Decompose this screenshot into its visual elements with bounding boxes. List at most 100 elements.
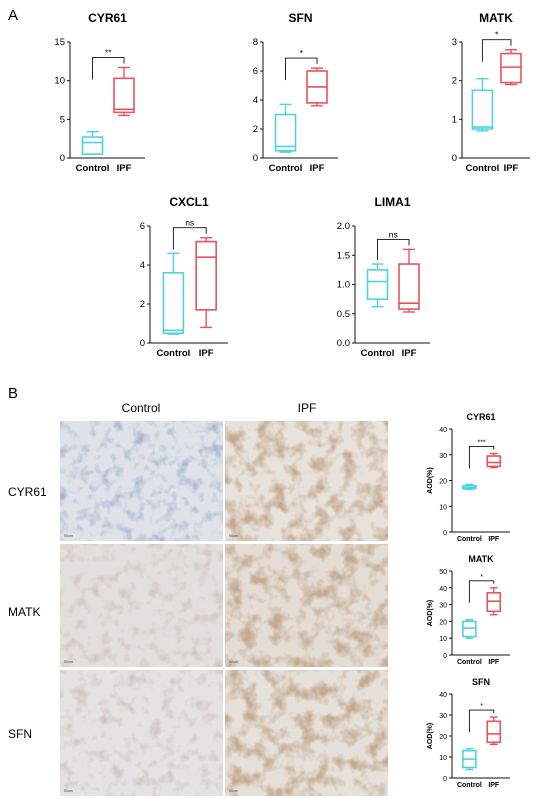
category-label: IPF <box>488 659 500 666</box>
y-tick-label: 6 <box>140 221 145 232</box>
box-control <box>462 483 477 491</box>
y-tick-label: 0.5 <box>337 309 350 320</box>
category-label: IPF <box>199 348 214 359</box>
scale-bar-label: 50um <box>64 660 73 664</box>
significance-label: ns <box>185 218 194 228</box>
category-label: Control <box>361 348 395 359</box>
category-label: IPF <box>402 348 417 359</box>
category-label: Control <box>457 536 482 543</box>
box-control <box>366 263 389 308</box>
category-label: Control <box>457 659 482 666</box>
y-tick-label: 3 <box>452 37 457 48</box>
chart-title: LIMA1 <box>375 195 411 209</box>
y-tick-label: 0 <box>443 653 447 660</box>
y-axis-label: AOD(%) <box>427 723 434 749</box>
y-tick-label: 6 <box>253 66 258 77</box>
scale-bar-label: 50um <box>229 660 238 664</box>
micrograph-sfn-ipf: 50um <box>225 670 388 796</box>
y-axis-label: AOD(%) <box>427 467 434 493</box>
category-label: IPF <box>488 782 500 789</box>
box-control <box>274 103 297 153</box>
chart-title: CYR61 <box>88 11 127 25</box>
box-iqr <box>366 269 389 300</box>
chart-cyr61-5: CYR61 0 10 20 30 40 AOD(%) Control IPF *** <box>427 412 510 543</box>
micrograph-cyr61-control: 50um <box>60 421 223 541</box>
micrograph-cyr61-ipf: 50um <box>225 421 388 541</box>
chart-title: CXCL1 <box>169 195 209 209</box>
significance-bracket: ** <box>92 48 125 80</box>
box-control <box>471 78 494 132</box>
chart-title: SFN <box>289 11 313 25</box>
y-tick-label: 15 <box>54 37 65 48</box>
col-header-ipf: IPF <box>298 401 317 415</box>
chart-title: CYR61 <box>466 412 495 422</box>
box-ipf <box>195 236 217 329</box>
y-tick-label: 30 <box>439 603 447 610</box>
row-label-matk: MATK <box>8 605 40 619</box>
box-ipf <box>398 248 420 313</box>
y-tick-label: 2 <box>140 299 145 310</box>
y-tick-label: 20 <box>439 734 447 741</box>
y-tick-label: 0 <box>443 776 447 783</box>
significance-bracket: * <box>468 574 495 603</box>
category-label: Control <box>157 348 191 359</box>
significance-label: * <box>480 703 483 710</box>
chart-title: MATK <box>468 554 494 564</box>
box-iqr <box>486 455 502 468</box>
scale-bar-label: 50um <box>64 789 73 793</box>
y-tick-label: 10 <box>439 504 447 511</box>
significance-label: ** <box>105 48 112 58</box>
significance-bracket: *** <box>468 439 495 469</box>
y-tick-label: 10 <box>439 636 447 643</box>
box-iqr <box>113 77 135 114</box>
box-iqr <box>486 592 502 613</box>
box-ipf <box>486 452 502 469</box>
y-tick-label: 1 <box>452 114 457 125</box>
y-tick-label: 0 <box>60 153 65 164</box>
significance-bracket: * <box>481 30 512 62</box>
box-iqr <box>486 720 502 744</box>
category-label: Control <box>76 163 110 174</box>
box-control <box>462 747 477 771</box>
y-tick-label: 8 <box>253 37 258 48</box>
box-iqr <box>398 263 420 310</box>
y-tick-label: 0 <box>140 338 145 349</box>
chart-title: SFN <box>472 677 490 687</box>
row-label-sfn: SFN <box>8 727 32 741</box>
chart-matk-6: MATK 0 10 20 30 40 50 AOD(%) Control IPF * <box>427 554 510 666</box>
box-control <box>81 131 104 155</box>
y-tick-label: 0.0 <box>337 338 350 349</box>
category-label: Control <box>457 782 482 789</box>
box-ipf <box>306 67 328 107</box>
chart-sfn-1: SFN 0 2 4 6 8 Control IPF * <box>253 11 338 174</box>
y-tick-label: 0 <box>452 153 457 164</box>
y-tick-label: 1.0 <box>337 280 350 291</box>
y-tick-label: 10 <box>54 76 65 87</box>
panel-a-label: A <box>8 7 18 24</box>
chart-title: MATK <box>479 11 513 25</box>
category-label: Control <box>269 163 303 174</box>
chart-sfn-7: SFN 0 10 20 30 40 AOD(%) Control IPF * <box>427 677 510 789</box>
y-tick-label: 40 <box>439 427 447 434</box>
col-header-control: Control <box>122 401 161 415</box>
category-label: IPF <box>117 163 132 174</box>
chart-matk-2: MATK 0 1 2 3 Control IPF * <box>452 11 530 174</box>
significance-bracket: ns <box>377 229 410 261</box>
box-iqr <box>195 240 217 311</box>
category-label: IPF <box>310 163 325 174</box>
box-iqr <box>81 136 104 155</box>
box-iqr <box>500 52 522 84</box>
micrograph-matk-control: 50um <box>60 544 223 667</box>
significance-bracket: ns <box>172 218 207 250</box>
scale-bar-label: 50um <box>64 534 73 538</box>
box-ipf <box>486 716 502 746</box>
y-tick-label: 2 <box>452 76 457 87</box>
y-tick-label: 20 <box>439 479 447 486</box>
y-tick-label: 4 <box>140 260 145 271</box>
y-tick-label: 0 <box>253 153 258 164</box>
y-tick-label: 10 <box>439 755 447 762</box>
box-iqr <box>462 620 477 638</box>
y-tick-label: 2.0 <box>337 221 350 232</box>
y-tick-label: 40 <box>439 586 447 593</box>
